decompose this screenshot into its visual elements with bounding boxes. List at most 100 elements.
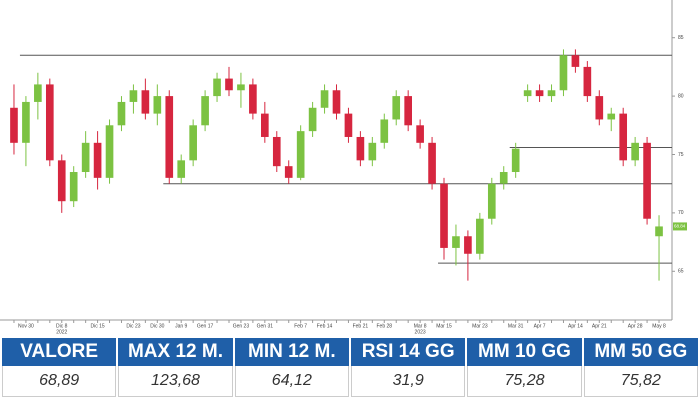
cell: 68,89 (2, 366, 117, 397)
candle-body (607, 113, 616, 120)
candle-body (643, 142, 651, 219)
candle-body (619, 113, 628, 161)
chart: 65 70 75 80 85 Nov 30 Dic 8 Dic 15 Dic 23 Dic 30 J… (0, 0, 687, 335)
x-tick-label: Feb 14 (317, 323, 333, 329)
x-tick-label: May 8 (652, 323, 666, 329)
candle-body (261, 113, 269, 137)
y-tick-label: 85 (678, 35, 684, 41)
candle-body (189, 125, 197, 161)
x-tick-label: Dic 15 (90, 323, 104, 329)
candle-body (404, 96, 412, 126)
candle-body (583, 66, 592, 97)
x-tick-label: Gen 23 (233, 323, 250, 329)
candle-body (117, 101, 126, 126)
candle-body (249, 84, 257, 114)
y-tick-label: 80 (678, 93, 684, 99)
header: VALORE (2, 338, 117, 366)
x-tick-label: Feb 21 (353, 323, 369, 329)
candle-body (81, 142, 90, 173)
candle-body (93, 142, 102, 178)
candle-body (452, 236, 460, 248)
candle-body (476, 218, 484, 254)
candle-body (284, 166, 293, 178)
candle-body (523, 90, 532, 97)
candle-body (356, 136, 365, 161)
candle-body (571, 55, 580, 67)
header: RSI 14 GG (350, 338, 466, 366)
candle-body (487, 183, 496, 219)
candle-body (272, 136, 281, 167)
x-tick-label: Mar 8 (414, 323, 427, 329)
candle-body (440, 183, 448, 248)
candle-body (368, 142, 377, 161)
candle-body (34, 84, 42, 102)
cell: 123,68 (118, 366, 233, 397)
candle-body (308, 107, 317, 132)
x-tick-label: Apr 14 (568, 323, 583, 329)
x-tick-label: Mar 31 (508, 323, 524, 329)
y-tick-label: 75 (678, 152, 684, 158)
header: MAX 12 M. (118, 338, 233, 366)
y-tick-label: 70 (678, 210, 684, 216)
candle-body (225, 78, 233, 91)
candle-body (237, 84, 245, 91)
x-tick-label: Dic 30 (150, 323, 164, 329)
x-tick-label: Feb 28 (376, 323, 392, 329)
value-row: 68,89 123,68 64,12 31,9 75,28 75,82 (2, 366, 698, 397)
candle-body (595, 96, 604, 120)
candle-body (464, 236, 472, 254)
cell: 75,82 (583, 366, 698, 397)
header: MM 10 GG (467, 338, 582, 366)
candle-body (45, 84, 54, 161)
cell: 75,28 (467, 366, 582, 397)
year-label: 2023 (415, 329, 426, 335)
price-tag-label: 68.84 (674, 224, 686, 229)
candle-body (153, 96, 162, 114)
candle-body (655, 226, 663, 237)
candle-body (380, 119, 389, 143)
header: MM 50 GG (583, 338, 698, 366)
cell: 31,9 (350, 366, 466, 397)
candle-body (201, 96, 209, 126)
header-row: VALORE MAX 12 M. MIN 12 M. RSI 14 GG MM … (2, 338, 698, 366)
header: MIN 12 M. (234, 338, 349, 366)
x-tick-label: Gen 31 (257, 323, 274, 329)
x-tick-label: Feb 7 (294, 323, 307, 329)
candle-body (499, 172, 508, 184)
x-tick-label: Mar 15 (436, 323, 452, 329)
year-label: 2022 (56, 329, 67, 335)
x-tick-label: Dic 23 (126, 323, 140, 329)
price-tag (673, 222, 687, 231)
cell: 64,12 (234, 366, 349, 397)
x-tick-label: Dic 8 (56, 323, 68, 329)
candle-body (57, 160, 66, 202)
candle-body (105, 125, 114, 178)
candle-body (296, 131, 305, 178)
y-tick-label: 65 (678, 269, 684, 275)
x-tick-label: Jan 9 (175, 323, 187, 329)
candle-body (10, 107, 18, 143)
x-tick-label: Nov 30 (18, 323, 34, 329)
candle-body (511, 148, 520, 173)
x-tick-label: Apr 21 (592, 323, 607, 329)
candle-body (177, 160, 186, 178)
candle-body (428, 142, 436, 184)
candle-body (141, 90, 150, 114)
x-tick-label: Apr 7 (534, 323, 546, 329)
candle-body (332, 90, 341, 114)
candle-body (559, 55, 568, 91)
x-tick-label: Apr 28 (628, 323, 643, 329)
candle-body (22, 101, 30, 143)
candle-body (631, 142, 639, 161)
candle-body (535, 90, 544, 97)
candle-body (392, 96, 401, 120)
x-tick-label: Mar 23 (472, 323, 488, 329)
candle-body (547, 90, 556, 97)
x-tick-label: Gen 17 (197, 323, 214, 329)
candle-body (320, 90, 329, 108)
stats-table: VALORE MAX 12 M. MIN 12 M. RSI 14 GG MM … (0, 338, 700, 397)
candle-body (344, 113, 353, 137)
candle-body (129, 90, 138, 102)
candle-body (69, 172, 78, 202)
